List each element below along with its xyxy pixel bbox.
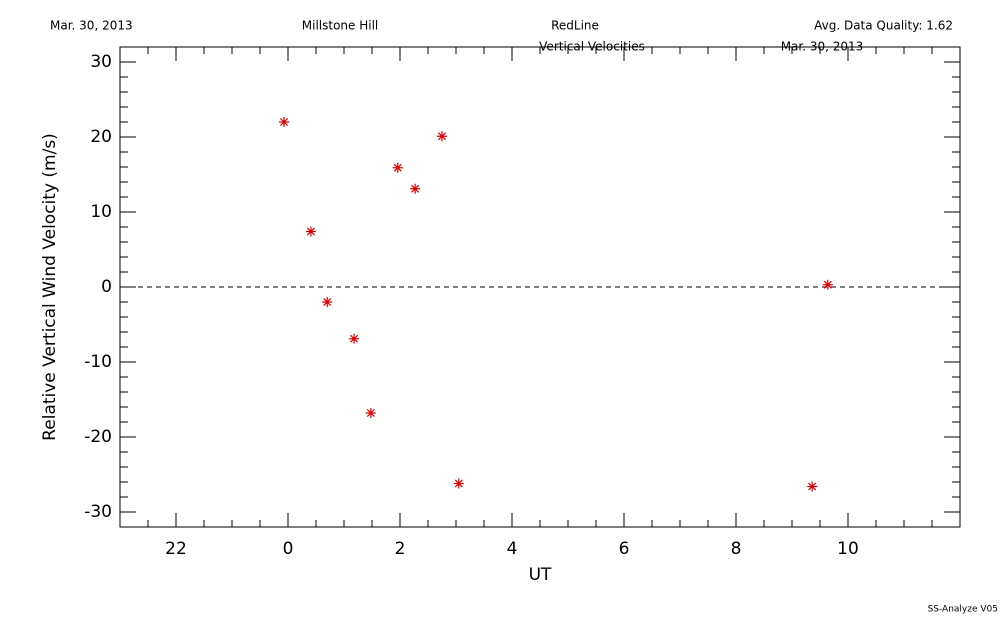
data-point [305,226,316,237]
header-filter: RedLine [551,19,599,33]
data-point [453,478,464,489]
y-tick-label: -30 [84,502,112,522]
y-tick-label: -20 [84,427,112,447]
data-point [279,117,290,127]
y-tick-label: 30 [90,52,112,72]
footer: SS-Analyze V05 [928,605,998,615]
header-site: Millstone Hill [302,19,378,33]
data-point [437,131,447,142]
x-tick-label: 4 [507,539,518,559]
data-point [365,408,376,418]
y-tick-label: 20 [90,127,112,147]
data-point [410,183,421,194]
data-point [807,481,818,492]
x-tick-label: 6 [619,539,630,559]
y-tick-label: -10 [84,352,112,372]
x-tick-label: 0 [283,539,294,559]
x-tick-label: 10 [837,539,859,559]
x-axis-label: UT [529,565,552,585]
x-tick-label: 8 [731,539,742,559]
x-tick-label: 22 [165,539,187,559]
y-tick-label: 10 [90,202,112,222]
data-point [822,279,833,290]
data-point [322,297,333,307]
header-quality: Avg. Data Quality: 1.62 [814,19,953,33]
header-date: Mar. 30, 2013 [50,19,133,33]
y-tick-label: 0 [101,277,112,297]
x-tick-label: 2 [395,539,406,559]
data-point [392,162,403,173]
data-point [349,333,360,344]
y-axis-label: Relative Vertical Wind Velocity (m/s) [40,133,60,441]
